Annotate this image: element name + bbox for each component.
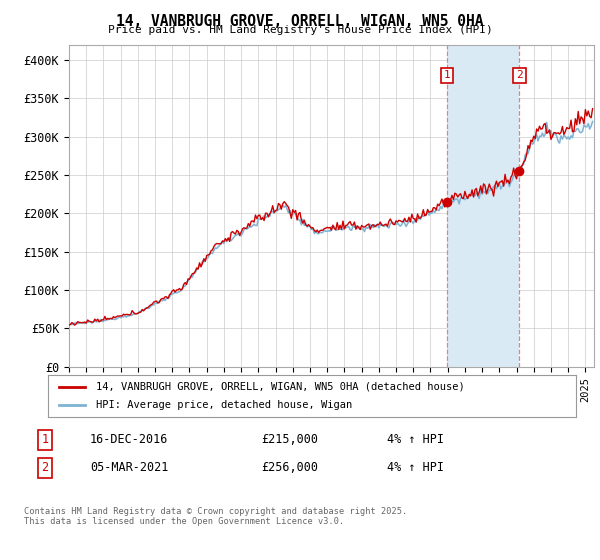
Text: 14, VANBRUGH GROVE, ORRELL, WIGAN, WN5 0HA: 14, VANBRUGH GROVE, ORRELL, WIGAN, WN5 0… — [116, 14, 484, 29]
Text: 4% ↑ HPI: 4% ↑ HPI — [387, 461, 444, 474]
Text: HPI: Average price, detached house, Wigan: HPI: Average price, detached house, Wiga… — [95, 400, 352, 410]
Text: 1: 1 — [41, 433, 49, 446]
Text: 2: 2 — [516, 71, 523, 81]
Text: £256,000: £256,000 — [261, 461, 318, 474]
Text: Contains HM Land Registry data © Crown copyright and database right 2025.
This d: Contains HM Land Registry data © Crown c… — [24, 507, 407, 526]
Text: 1: 1 — [443, 71, 451, 81]
Text: £215,000: £215,000 — [261, 433, 318, 446]
Text: Price paid vs. HM Land Registry's House Price Index (HPI): Price paid vs. HM Land Registry's House … — [107, 25, 493, 35]
Text: 16-DEC-2016: 16-DEC-2016 — [90, 433, 169, 446]
Text: 4% ↑ HPI: 4% ↑ HPI — [387, 433, 444, 446]
Text: 14, VANBRUGH GROVE, ORRELL, WIGAN, WN5 0HA (detached house): 14, VANBRUGH GROVE, ORRELL, WIGAN, WN5 0… — [95, 382, 464, 392]
Text: 05-MAR-2021: 05-MAR-2021 — [90, 461, 169, 474]
Bar — [447, 45, 520, 367]
Text: 2: 2 — [41, 461, 49, 474]
